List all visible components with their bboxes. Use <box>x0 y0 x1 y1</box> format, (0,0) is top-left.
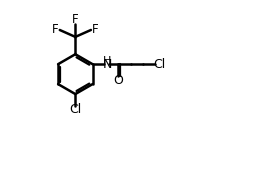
Text: N: N <box>102 58 112 71</box>
Text: H: H <box>103 56 111 66</box>
Text: Cl: Cl <box>69 103 81 117</box>
Text: F: F <box>72 13 79 26</box>
Text: O: O <box>113 74 123 87</box>
Text: F: F <box>52 23 59 36</box>
Text: Cl: Cl <box>153 58 166 71</box>
Text: F: F <box>92 23 99 36</box>
